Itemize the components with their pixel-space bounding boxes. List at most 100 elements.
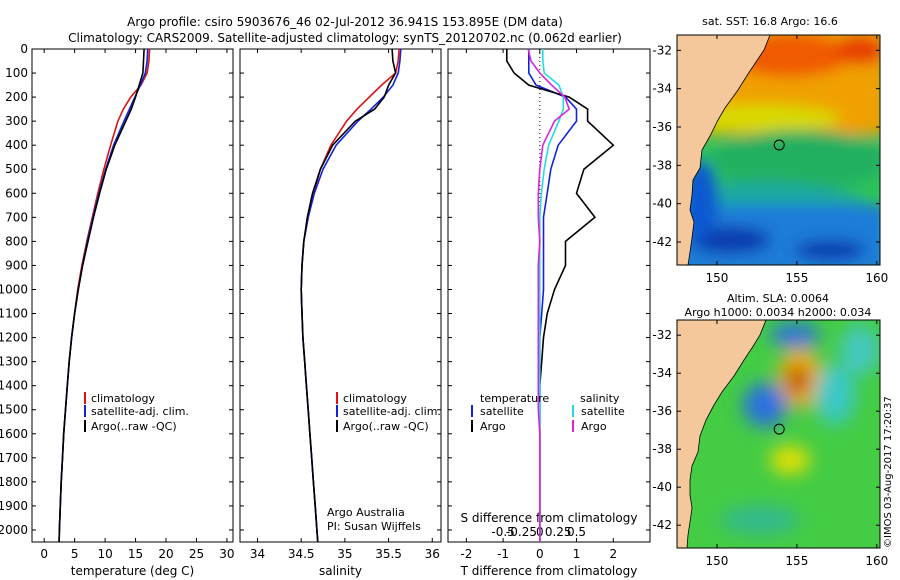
y-tick-label: 700 — [5, 210, 28, 224]
map-y-tick-label: -42 — [652, 518, 672, 532]
y-tick-label: 600 — [5, 186, 28, 200]
legend-label-t-satellite: satellite — [480, 405, 524, 418]
sla-map: Altim. SLA: 0.0064 Argo h1000: 0.0034 h2… — [652, 292, 888, 568]
y-tick-label: 100 — [5, 66, 28, 80]
map-y-tick-label: -32 — [652, 328, 672, 342]
header-title-line2: Climatology: CARS2009. Satellite-adjuste… — [68, 31, 622, 45]
sla-low-cyan-east — [815, 365, 855, 425]
temperature-xlabel: temperature (deg C) — [71, 564, 194, 578]
legend-label-climatology: climatology — [91, 392, 155, 405]
legend-label-argo: Argo(..raw -QC) — [91, 420, 177, 433]
series-line-argo-raw-qc- — [300, 49, 397, 542]
y-tick-label: 1900 — [0, 499, 28, 513]
sla-map-title: Altim. SLA: 0.0064 — [727, 292, 829, 305]
map-y-tick-label: -36 — [652, 404, 672, 418]
x-tick-label: 35 — [337, 547, 352, 561]
legend-label-satellite: satellite-adj. clim. — [91, 405, 189, 418]
sla-teal-south — [720, 506, 800, 534]
sla-map-subtitle: Argo h1000: 0.0034 h2000: 0.034 — [685, 306, 872, 319]
y-tick-label: 1300 — [0, 355, 28, 369]
y-tick-label: 2000 — [0, 523, 28, 537]
map-y-tick-label: -38 — [652, 442, 672, 456]
y-tick-label: 400 — [5, 138, 28, 152]
x-tick-label: 20 — [158, 547, 173, 561]
x-tick-label: 5 — [71, 547, 79, 561]
salinity-frame — [239, 48, 442, 543]
sla-cyan-east — [840, 325, 880, 375]
sla-low-north — [770, 323, 820, 347]
difference-legend: temperature salinity satellite Argo sate… — [471, 392, 625, 433]
x-tick-label: 0 — [40, 547, 48, 561]
map-y-tick-label: -38 — [652, 158, 672, 172]
salinity-xlabel: salinity — [319, 564, 362, 578]
difference-frame — [447, 48, 651, 543]
series-line-temperature-argo — [505, 49, 615, 542]
map-y-tick-label: -40 — [652, 480, 672, 494]
x-tick-label: 1 — [573, 547, 581, 561]
y-tick-label: 1000 — [0, 282, 28, 296]
temperature-legend: climatology satellite-adj. clim. Argo(..… — [84, 392, 189, 433]
x-tick-label-salinity: -0.5 — [491, 525, 514, 539]
difference-panel: -2 -1 0 1 2 T difference from climatology S di… — [447, 48, 651, 578]
sst-map-frame — [676, 34, 881, 266]
temperature-panel: 0100200300400500600700800900100011001200… — [0, 42, 235, 578]
x-tick-label-salinity: -0.25 — [506, 525, 537, 539]
y-tick-label: 1100 — [0, 307, 28, 321]
x-tick-label-salinity: 0.5 — [567, 525, 586, 539]
sst-green-mid — [710, 130, 880, 190]
sla-low-west — [743, 383, 787, 427]
difference-xlabel: T difference from climatology — [460, 564, 638, 578]
series-line-climatology — [58, 49, 151, 542]
map-y-tick-label: -34 — [652, 366, 672, 380]
legend-label-argo: Argo(..raw -QC) — [343, 420, 429, 433]
sla-map-frame — [676, 319, 881, 549]
sla-land — [677, 320, 767, 548]
series-line-satellite-adj-clim- — [300, 49, 402, 542]
y-tick-label: 1500 — [0, 403, 28, 417]
x-tick-label: 34.5 — [288, 547, 315, 561]
y-tick-label: 200 — [5, 90, 28, 104]
sla-yellow-mid — [770, 446, 810, 474]
map-y-tick-label: -40 — [652, 197, 672, 211]
x-tick-label: 36 — [425, 547, 440, 561]
temperature-frame — [31, 48, 234, 543]
salinity-panel: 34 34.5 35 35.5 36 salinity — [239, 48, 442, 578]
y-tick-label: 900 — [5, 258, 28, 272]
map-x-tick-label: 150 — [706, 554, 729, 568]
y-tick-label: 0 — [20, 42, 28, 56]
x-tick-label: 30 — [219, 547, 234, 561]
y-tick-label: 1400 — [0, 379, 28, 393]
map-x-tick-label: 150 — [706, 271, 729, 285]
y-tick-label: 300 — [5, 114, 28, 128]
sst-warm-eddy — [835, 35, 880, 65]
map-x-tick-label: 155 — [785, 271, 808, 285]
legend-label-s-satellite: satellite — [581, 405, 625, 418]
x-tick-label: -1 — [497, 547, 509, 561]
y-tick-label: 1800 — [0, 475, 28, 489]
series-line-climatology — [300, 49, 400, 542]
map-x-tick-label: 155 — [785, 554, 808, 568]
legend-header-temperature: temperature — [480, 392, 549, 405]
annotation-pi: PI: Susan Wijffels — [327, 520, 421, 533]
x-tick-label: 10 — [97, 547, 112, 561]
legend-label-s-argo: Argo — [581, 420, 607, 433]
header-title-line1: Argo profile: csiro 5903676_46 02-Jul-20… — [127, 15, 563, 29]
legend-label-climatology: climatology — [343, 392, 407, 405]
x-tick-label-salinity: 0.25 — [545, 525, 572, 539]
sst-cold-core2 — [795, 240, 865, 260]
x-tick-label: 15 — [128, 547, 143, 561]
difference-xlabel-salinity: S difference from climatology — [461, 511, 638, 525]
salinity-legend: climatology satellite-adj. clim. Argo(..… — [327, 392, 441, 533]
map-y-tick-label: -32 — [652, 43, 672, 57]
sla-high-core — [788, 366, 808, 394]
sst-land — [677, 35, 771, 265]
series-line-argo-raw-qc- — [58, 49, 145, 542]
sst-argo-marker — [773, 139, 785, 151]
x-tick-label: 0 — [536, 547, 544, 561]
sst-map: sat. SST: 16.8 Argo: 16.6 150 155 160 -32 -3… — [652, 15, 888, 285]
map-x-tick-label: 160 — [865, 554, 888, 568]
map-y-tick-label: -34 — [652, 82, 672, 96]
y-tick-label: 1700 — [0, 451, 28, 465]
legend-header-salinity: salinity — [580, 392, 620, 405]
map-y-tick-label: -36 — [652, 120, 672, 134]
